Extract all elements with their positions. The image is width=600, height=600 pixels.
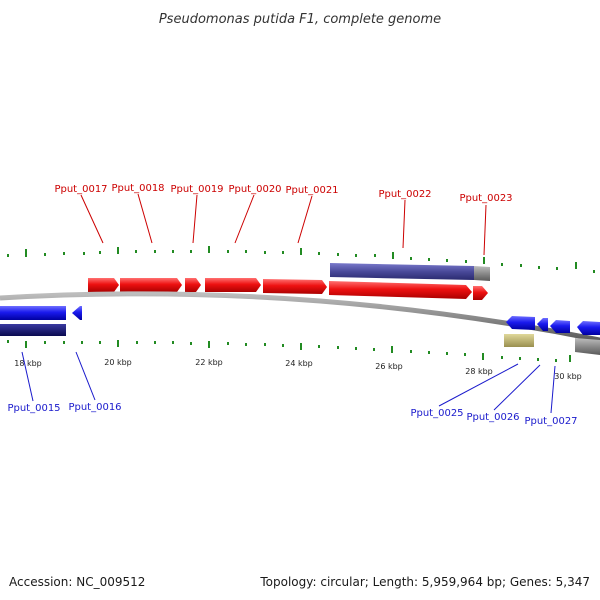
reverse-gene-labels: Pput_0015 Pput_0016 Pput_0025 Pput_0026 … [7,402,577,427]
genome-backbone [0,291,600,343]
gene-arrow-pput-0019[interactable] [185,278,201,292]
gene-label-pput-0019[interactable]: Pput_0019 [170,184,223,195]
gene-arrow-pput-0018[interactable] [120,278,182,292]
scale-label-24kbp: 24 kbp [285,359,313,368]
feature-bar-lower-left [0,324,66,336]
gene-arrow-right-edge[interactable] [577,321,600,335]
pseudo-gene-box [504,334,534,347]
gene-label-pput-0025[interactable]: Pput_0025 [410,408,463,419]
gene-arrow-pput-0026[interactable] [537,318,548,331]
gene-arrow-pput-0017[interactable] [88,278,119,292]
gene-arrow-pput-0015[interactable] [0,306,66,320]
forward-label-leaders [80,193,487,256]
gene-arrow-pput-0022[interactable] [329,281,472,299]
gene-label-pput-0023[interactable]: Pput_0023 [459,193,512,204]
accession-text: Accession: NC_009512 [9,575,145,589]
gene-label-pput-0015[interactable]: Pput_0015 [7,403,60,414]
gene-label-pput-0027[interactable]: Pput_0027 [524,416,577,427]
reverse-label-leaders [21,351,556,414]
scale-label-28kbp: 28 kbp [465,367,493,376]
gene-arrow-pput-0016[interactable] [72,306,82,320]
gene-label-pput-0017[interactable]: Pput_0017 [54,184,107,195]
forward-gene-track [88,278,488,300]
gene-label-pput-0016[interactable]: Pput_0016 [68,402,121,413]
reverse-gene-track [0,306,600,355]
scale-labels: 18 kbp 20 kbp 22 kbp 24 kbp 26 kbp 28 kb… [14,358,582,381]
scale-label-30kbp: 30 kbp [554,372,582,381]
gene-label-pput-0026[interactable]: Pput_0026 [466,412,519,423]
scale-label-18kbp: 18 kbp [14,359,42,368]
gene-arrow-pput-0021[interactable] [263,279,327,294]
outer-tick-row [7,246,595,273]
gene-arrow-pput-0027[interactable] [550,320,570,333]
gene-arrow-pput-0020[interactable] [205,278,261,292]
gene-label-pput-0022[interactable]: Pput_0022 [378,189,431,200]
scale-label-26kbp: 26 kbp [375,362,403,371]
scale-label-22kbp: 22 kbp [195,358,223,367]
forward-gene-labels: Pput_0017 Pput_0018 Pput_0019 Pput_0020 … [54,183,512,204]
gene-label-pput-0021[interactable]: Pput_0021 [285,185,338,196]
lower-tick-row [7,340,571,362]
scale-label-20kbp: 20 kbp [104,358,132,367]
gene-label-pput-0018[interactable]: Pput_0018 [111,183,164,194]
feature-bar-upper [330,263,490,281]
gene-label-pput-0020[interactable]: Pput_0020 [228,184,281,195]
map-title: Pseudomonas putida F1, complete genome [159,12,441,27]
genome-stats-text: Topology: circular; Length: 5,959,964 bp… [259,575,590,589]
feature-bar-lower-right [575,338,600,355]
gene-arrow-pput-0025[interactable] [506,316,535,330]
gene-arrow-pput-0023[interactable] [473,286,488,300]
